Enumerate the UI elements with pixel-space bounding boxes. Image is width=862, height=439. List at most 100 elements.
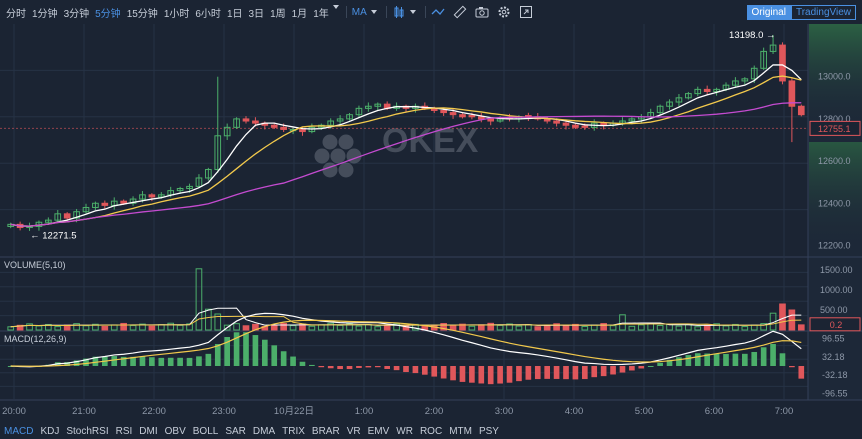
indicator-tab[interactable]: DMI bbox=[139, 426, 158, 437]
volume-bar bbox=[139, 323, 146, 331]
indicator-tab[interactable]: StochRSI bbox=[66, 426, 109, 437]
chevron-down-icon bbox=[370, 10, 377, 14]
macd-histogram-bar bbox=[309, 364, 315, 366]
line-tool-button[interactable] bbox=[431, 5, 445, 19]
tradingview-button[interactable]: TradingView bbox=[790, 5, 856, 20]
x-axis-label: 6:00 bbox=[705, 406, 724, 417]
camera-icon bbox=[475, 7, 489, 18]
macd-histogram-bar bbox=[676, 357, 682, 366]
x-axis-label: 10月22日 bbox=[274, 406, 314, 417]
volume-bar bbox=[637, 324, 645, 331]
candle-body bbox=[280, 126, 287, 130]
timeframe-option[interactable]: 1周 bbox=[270, 8, 286, 20]
indicator-tab[interactable]: BRAR bbox=[311, 426, 340, 437]
volume-bar bbox=[675, 325, 683, 331]
macd-histogram-bar bbox=[280, 351, 287, 366]
timeframe-option[interactable]: 5分钟 bbox=[95, 8, 121, 20]
x-axis-label: 7:00 bbox=[775, 406, 794, 417]
macd-histogram-bar bbox=[422, 366, 428, 375]
timeframe-option[interactable]: 1小时 bbox=[163, 8, 190, 20]
volume-ma10-line bbox=[10, 315, 802, 328]
macd-histogram-bar bbox=[120, 356, 127, 366]
macd-histogram-bar bbox=[149, 357, 155, 366]
price-axis-tick: 12200.0 bbox=[818, 240, 851, 250]
indicator-tab[interactable]: KDJ bbox=[40, 426, 60, 437]
macd-axis-tick: -96.55 bbox=[822, 388, 848, 398]
watermark-dot bbox=[322, 134, 338, 150]
kline-chart[interactable]: 20:00 21:00 22:00 23:00 10月22日 1:00 2:00 3:00 4:… bbox=[0, 24, 862, 424]
macd-histogram-bar bbox=[64, 362, 70, 366]
ma5-line bbox=[10, 64, 802, 227]
candle-body bbox=[628, 118, 636, 122]
volume-axis-tick: 1000.00 bbox=[820, 285, 853, 295]
timeframe-option[interactable]: 1日 bbox=[226, 8, 243, 20]
watermark-dot bbox=[338, 162, 354, 178]
indicator-tab[interactable]: MACD bbox=[4, 426, 34, 437]
indicator-tab[interactable]: WR bbox=[396, 426, 413, 437]
timeframe-option[interactable]: 6小时 bbox=[195, 8, 221, 20]
timeframe-option[interactable]: 3分钟 bbox=[63, 8, 90, 20]
macd-histogram-bar bbox=[497, 366, 503, 384]
volume-bar bbox=[656, 324, 664, 331]
indicator-select[interactable]: MA bbox=[352, 7, 377, 18]
macd-histogram-bar bbox=[553, 366, 560, 379]
indicator-tab[interactable]: SAR bbox=[225, 426, 246, 437]
timeframe-option[interactable]: 3日 bbox=[248, 8, 265, 20]
candle-body bbox=[487, 118, 495, 122]
indicator-tab[interactable]: DMA bbox=[252, 426, 276, 437]
macd-histogram-bar bbox=[299, 361, 306, 366]
candle-body bbox=[581, 125, 589, 128]
volume-bar bbox=[440, 323, 447, 331]
indicator-tab[interactable]: BOLL bbox=[192, 426, 219, 437]
settings-icon bbox=[498, 6, 510, 18]
timeframe-option[interactable]: 15分钟 bbox=[126, 8, 158, 20]
price-axis-tick: 13000.0 bbox=[818, 72, 851, 82]
volume-bar bbox=[26, 323, 33, 331]
fullscreen-button[interactable] bbox=[519, 5, 533, 19]
macd-histogram-bar bbox=[403, 366, 409, 373]
macd-histogram-bar bbox=[346, 366, 353, 370]
candle-style-button[interactable] bbox=[392, 5, 416, 19]
original-view-button[interactable]: Original bbox=[746, 5, 791, 20]
macd-histogram-bar bbox=[582, 366, 588, 380]
screenshot-button[interactable] bbox=[475, 5, 489, 19]
timeframe-option[interactable]: 1年 bbox=[313, 8, 329, 20]
candle-body bbox=[468, 115, 476, 118]
macd-histogram-bar bbox=[469, 366, 475, 383]
macd-histogram-bar bbox=[318, 366, 325, 368]
settings-button[interactable] bbox=[497, 5, 511, 19]
volume-bar bbox=[195, 268, 203, 331]
macd-dea-line bbox=[10, 319, 802, 367]
macd-histogram-bar bbox=[167, 357, 174, 366]
candle-body bbox=[459, 114, 466, 118]
ruler-button[interactable] bbox=[453, 5, 467, 19]
macd-histogram-bar bbox=[779, 353, 786, 366]
macd-histogram-bar bbox=[233, 332, 240, 366]
indicator-tab[interactable]: OBV bbox=[164, 426, 186, 437]
candle-body bbox=[270, 124, 278, 128]
timeframe-option[interactable]: 1分钟 bbox=[32, 8, 58, 20]
timeframe-option[interactable]: 分时 bbox=[6, 8, 26, 20]
macd-histogram-bar bbox=[723, 353, 729, 366]
timeframe-option[interactable]: 1月 bbox=[291, 8, 308, 20]
candle-body bbox=[562, 122, 570, 126]
indicator-tab[interactable]: ROC bbox=[419, 426, 443, 437]
indicator-tab[interactable]: VR bbox=[346, 426, 361, 437]
candle-body bbox=[732, 80, 739, 86]
volume-bar bbox=[383, 324, 391, 331]
low-price-annotation: ← 12271.5 bbox=[30, 230, 76, 241]
indicator-tab[interactable]: MTM bbox=[449, 426, 472, 437]
candle-body bbox=[797, 105, 805, 116]
volume-axis-tick: 1500.00 bbox=[820, 265, 853, 275]
indicator-tab[interactable]: EMV bbox=[367, 426, 390, 437]
indicator-tab[interactable]: TRIX bbox=[282, 426, 305, 437]
volume-bar bbox=[101, 325, 109, 331]
candle-body bbox=[760, 50, 767, 69]
indicator-tab[interactable]: PSY bbox=[478, 426, 499, 437]
candle-style-icon bbox=[394, 6, 404, 18]
indicator-tab[interactable]: RSI bbox=[115, 426, 133, 437]
current-price-label: 12755.1 bbox=[818, 124, 851, 134]
indicator-select-label: MA bbox=[351, 6, 367, 18]
macd-histogram-bar bbox=[374, 366, 381, 368]
volume-bar bbox=[176, 324, 184, 331]
